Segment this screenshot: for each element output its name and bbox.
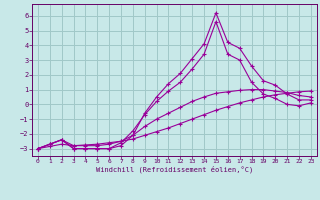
X-axis label: Windchill (Refroidissement éolien,°C): Windchill (Refroidissement éolien,°C) [96,166,253,173]
